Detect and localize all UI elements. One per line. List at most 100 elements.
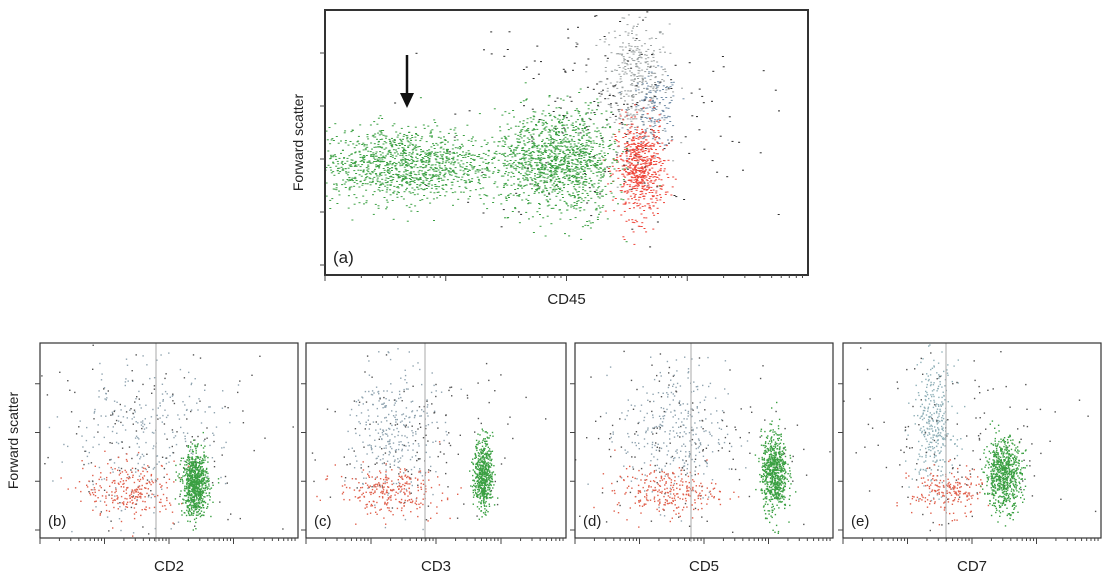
event-dot — [577, 110, 579, 112]
event-dot — [653, 214, 656, 216]
event-dot — [662, 89, 664, 90]
event-dot — [368, 177, 371, 179]
event-dot — [594, 192, 597, 193]
event-dot — [152, 481, 154, 484]
event-dot — [506, 160, 509, 162]
event-dot — [353, 203, 356, 205]
event-dot — [425, 160, 428, 161]
event-dot — [530, 165, 533, 167]
event-dot — [585, 152, 588, 154]
event-dot — [525, 154, 528, 156]
event-dot — [307, 98, 309, 99]
event-dot — [546, 169, 549, 171]
event-dot — [585, 154, 587, 156]
event-dot — [644, 188, 646, 190]
event-dot — [268, 188, 270, 189]
event-dot — [165, 416, 168, 419]
event-dot — [634, 188, 636, 189]
event-dot — [626, 112, 629, 114]
event-dot — [433, 153, 436, 155]
event-dot — [562, 141, 565, 143]
event-dot — [544, 142, 547, 144]
event-dot — [639, 170, 642, 172]
event-dot — [587, 58, 590, 60]
event-dot — [650, 71, 653, 73]
event-dot — [572, 69, 574, 71]
event-dot — [132, 423, 134, 425]
event-dot — [477, 178, 480, 180]
event-dot — [406, 187, 408, 189]
event-dot — [194, 482, 196, 484]
event-dot — [389, 189, 392, 191]
event-dot — [598, 157, 601, 159]
event-dot — [738, 141, 741, 143]
event-dot — [402, 147, 405, 149]
event-dot — [680, 142, 683, 144]
event-dot — [511, 156, 514, 158]
event-dot — [628, 173, 631, 175]
event-dot — [722, 66, 725, 68]
event-dot — [557, 186, 559, 188]
event-dot — [335, 184, 338, 186]
event-dot — [572, 177, 575, 179]
event-dot — [627, 124, 630, 125]
event-dot — [436, 151, 439, 153]
event-dot — [654, 124, 657, 126]
event-dot — [123, 482, 125, 485]
event-dot — [568, 141, 570, 143]
event-dot — [182, 432, 185, 434]
event-dot — [539, 176, 542, 178]
event-dot — [451, 181, 454, 183]
event-dot — [576, 167, 579, 168]
event-dot — [378, 166, 381, 168]
event-dot — [408, 159, 411, 161]
event-dot — [590, 146, 593, 148]
event-dot — [613, 210, 616, 212]
event-dot — [640, 172, 642, 174]
event-dot — [658, 174, 661, 176]
event-dot — [538, 119, 541, 120]
event-dot — [120, 486, 122, 488]
event-dot — [498, 152, 501, 154]
event-dot — [515, 147, 518, 149]
event-dot — [188, 395, 191, 398]
event-dot — [573, 170, 576, 172]
event-dot — [645, 162, 648, 164]
event-dot — [402, 135, 405, 137]
event-dot — [135, 435, 138, 437]
event-dot — [616, 81, 619, 83]
event-dot — [619, 155, 622, 157]
event-dot — [576, 119, 579, 121]
event-dot — [358, 143, 361, 145]
event-dot — [541, 172, 544, 173]
event-dot — [560, 160, 562, 161]
event-dot — [641, 79, 644, 81]
event-dot — [624, 62, 627, 64]
event-dot — [607, 123, 610, 125]
event-dot — [647, 184, 650, 186]
event-dot — [417, 188, 420, 190]
event-dot — [525, 150, 528, 152]
event-dot — [395, 168, 397, 170]
event-dot — [629, 113, 632, 115]
event-dot — [570, 124, 573, 126]
event-dot — [500, 137, 503, 139]
event-dot — [576, 191, 579, 193]
event-dot — [537, 121, 540, 123]
event-dot — [131, 467, 134, 469]
event-dot — [625, 153, 628, 155]
event-dot — [580, 161, 583, 163]
event-dot — [400, 175, 402, 177]
event-dot — [342, 149, 344, 151]
event-dot — [350, 153, 353, 155]
event-dot — [150, 416, 153, 418]
event-dot — [558, 191, 561, 193]
event-dot — [646, 180, 649, 182]
event-dot — [472, 145, 475, 146]
event-dot — [354, 176, 357, 178]
event-dot — [573, 141, 576, 142]
event-dot — [546, 177, 549, 179]
event-dot — [434, 164, 437, 166]
event-dot — [460, 191, 463, 193]
event-dot — [92, 509, 94, 511]
